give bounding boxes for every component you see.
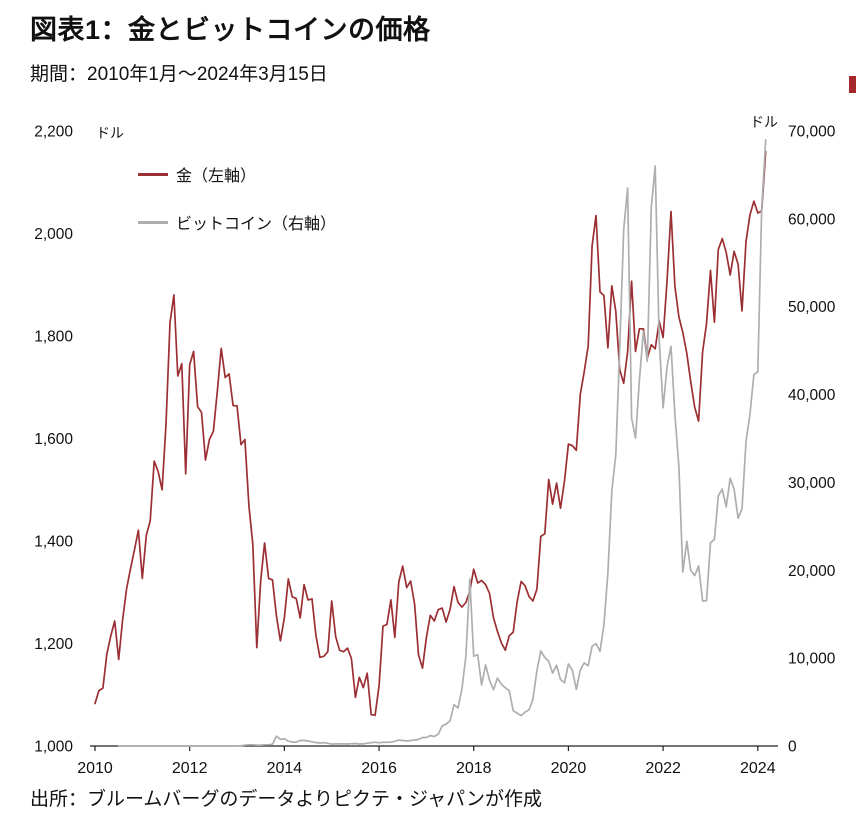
svg-text:2010: 2010 bbox=[77, 760, 113, 776]
svg-text:70,000: 70,000 bbox=[788, 124, 836, 141]
svg-text:1,200: 1,200 bbox=[34, 636, 73, 653]
legend-item-gold: 金（左軸） bbox=[138, 162, 336, 186]
legend-label-bitcoin: ビットコイン（右軸） bbox=[176, 216, 337, 234]
chart-footer: 出所：ブルームバーグのデータよりピクテ・ジャパンが作成 bbox=[0, 776, 856, 811]
source-note: 出所：ブルームバーグのデータよりピクテ・ジャパンが作成 bbox=[30, 789, 543, 811]
svg-text:2022: 2022 bbox=[645, 760, 681, 776]
svg-text:0: 0 bbox=[788, 739, 797, 756]
svg-text:2024: 2024 bbox=[740, 760, 776, 776]
price-chart: 2010 2012 2014 2016 2018 2020 2022 2024 2,200 2,0… bbox=[34, 124, 836, 777]
chart-header: 図表1：金とビットコインの価格 期間：2010年1月～2024年3月15日 bbox=[0, 0, 856, 86]
legend-item-bitcoin: ビットコイン（右軸） bbox=[138, 210, 336, 234]
svg-text:1,000: 1,000 bbox=[34, 739, 73, 756]
chart-area: 2010 2012 2014 2016 2018 2020 2022 2024 2,200 2,0… bbox=[0, 86, 856, 776]
chart-legend: 金（左軸） ビットコイン（右軸） bbox=[138, 162, 336, 258]
svg-text:40,000: 40,000 bbox=[788, 387, 836, 404]
svg-text:10,000: 10,000 bbox=[788, 651, 836, 668]
left-axis-unit-label: ドル bbox=[96, 125, 124, 142]
svg-text:2,000: 2,000 bbox=[34, 226, 73, 243]
gold-line-swatch bbox=[138, 172, 168, 176]
svg-text:20,000: 20,000 bbox=[788, 563, 836, 580]
svg-text:30,000: 30,000 bbox=[788, 475, 836, 492]
svg-text:2020: 2020 bbox=[551, 760, 587, 776]
svg-text:60,000: 60,000 bbox=[788, 212, 836, 229]
svg-text:1,600: 1,600 bbox=[34, 431, 73, 448]
svg-text:2016: 2016 bbox=[361, 760, 397, 776]
page-edge-marker bbox=[849, 76, 856, 93]
svg-text:2014: 2014 bbox=[267, 760, 303, 776]
svg-text:1,400: 1,400 bbox=[34, 534, 73, 551]
svg-text:2,200: 2,200 bbox=[34, 124, 73, 141]
chart-period: 期間：2010年1月～2024年3月15日 bbox=[30, 64, 328, 86]
bitcoin-line-swatch bbox=[138, 220, 168, 224]
svg-text:50,000: 50,000 bbox=[788, 300, 836, 317]
svg-text:2018: 2018 bbox=[456, 760, 492, 776]
right-axis-unit-label: ドル bbox=[750, 114, 778, 131]
svg-text:1,800: 1,800 bbox=[34, 329, 73, 346]
svg-text:2012: 2012 bbox=[172, 760, 208, 776]
legend-label-gold: 金（左軸） bbox=[176, 168, 257, 186]
page-title: 図表1：金とビットコインの価格 bbox=[30, 15, 431, 45]
